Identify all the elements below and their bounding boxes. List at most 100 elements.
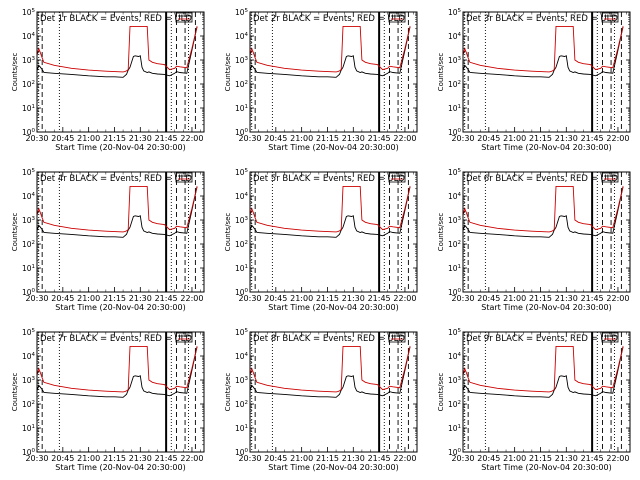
y-tick-label: 105 bbox=[22, 328, 36, 337]
panel-6: Det 6r BLACK = Events, RED = ULD 100 101 10… bbox=[437, 168, 631, 312]
x-tick-label: 21:15 bbox=[103, 134, 126, 143]
y-tick-label: 102 bbox=[448, 240, 461, 249]
y-axis-label: Counts/sec bbox=[437, 53, 445, 92]
y-tick-label: 102 bbox=[235, 80, 248, 89]
legend-box bbox=[388, 12, 406, 23]
x-axis-label: Start Time (20-Nov-04 20:30:00) bbox=[55, 143, 185, 152]
y-tick-label: 104 bbox=[235, 352, 249, 361]
series-line bbox=[250, 26, 411, 78]
legend-box bbox=[388, 172, 406, 183]
series-line bbox=[250, 25, 411, 73]
x-tick-label: 20:30 bbox=[25, 134, 48, 143]
plot-frame bbox=[462, 11, 631, 133]
x-tick-label: 20:45 bbox=[264, 454, 287, 463]
series-line bbox=[37, 186, 198, 238]
y-tick-label: 103 bbox=[235, 56, 249, 65]
y-tick-label: 105 bbox=[22, 8, 36, 17]
x-tick-label: 20:30 bbox=[451, 454, 474, 463]
plot-frame bbox=[249, 331, 418, 453]
y-tick-label: 104 bbox=[235, 192, 249, 201]
series-line bbox=[250, 346, 411, 398]
x-tick-label: 20:30 bbox=[238, 294, 261, 303]
x-tick-label: 20:30 bbox=[25, 454, 48, 463]
y-tick-label: 103 bbox=[235, 216, 249, 225]
plot-frame bbox=[462, 171, 631, 293]
x-tick-label: 21:15 bbox=[103, 294, 126, 303]
series-line bbox=[37, 25, 198, 73]
y-tick-label: 102 bbox=[235, 240, 248, 249]
x-tick-label: 20:45 bbox=[264, 134, 287, 143]
y-tick-label: 101 bbox=[235, 264, 248, 273]
legend-box bbox=[175, 12, 193, 23]
y-tick-label: 102 bbox=[22, 400, 35, 409]
y-tick-label: 102 bbox=[448, 80, 461, 89]
legend-box bbox=[175, 172, 193, 183]
x-tick-label: 21:45 bbox=[368, 294, 391, 303]
x-tick-label: 22:00 bbox=[393, 134, 416, 143]
x-tick-label: 21:00 bbox=[503, 294, 526, 303]
panel-8: Det 8r BLACK = Events, RED = ULD 100 101 10… bbox=[224, 328, 418, 472]
x-tick-label: 21:30 bbox=[129, 454, 152, 463]
legend-box bbox=[601, 12, 619, 23]
y-tick-label: 102 bbox=[235, 400, 248, 409]
series-line bbox=[37, 346, 198, 398]
panel-title: Det 9r BLACK = Events, RED = ULD bbox=[466, 334, 618, 344]
y-axis-label: Counts/sec bbox=[437, 373, 445, 412]
x-tick-label: 20:30 bbox=[238, 134, 261, 143]
panel-title: Det 1r BLACK = Events, RED = ULD bbox=[40, 14, 192, 24]
x-tick-label: 20:45 bbox=[51, 294, 74, 303]
plot-frame bbox=[36, 11, 205, 133]
y-tick-label: 100 bbox=[448, 128, 462, 137]
y-tick-label: 100 bbox=[235, 288, 249, 297]
y-tick-label: 103 bbox=[448, 376, 462, 385]
y-tick-label: 104 bbox=[448, 192, 462, 201]
y-tick-label: 100 bbox=[22, 448, 36, 457]
y-axis-label: Counts/sec bbox=[437, 213, 445, 252]
x-tick-label: 21:45 bbox=[581, 454, 604, 463]
plot-frame bbox=[249, 171, 418, 293]
y-tick-label: 104 bbox=[22, 352, 36, 361]
x-tick-label: 20:45 bbox=[477, 134, 500, 143]
panel-3: Det 3r BLACK = Events, RED = ULD 100 101 10… bbox=[437, 8, 631, 152]
x-tick-label: 22:00 bbox=[606, 454, 629, 463]
x-tick-label: 20:30 bbox=[451, 134, 474, 143]
y-tick-label: 102 bbox=[22, 80, 35, 89]
y-tick-label: 100 bbox=[448, 288, 462, 297]
x-tick-label: 21:45 bbox=[581, 294, 604, 303]
x-axis-label: Start Time (20-Nov-04 20:30:00) bbox=[481, 143, 611, 152]
x-tick-label: 21:15 bbox=[316, 294, 339, 303]
y-tick-label: 105 bbox=[22, 168, 36, 177]
y-tick-label: 102 bbox=[22, 240, 35, 249]
x-tick-label: 21:15 bbox=[316, 454, 339, 463]
plot-frame bbox=[249, 11, 418, 133]
x-tick-label: 21:15 bbox=[529, 454, 552, 463]
x-tick-label: 21:00 bbox=[77, 454, 100, 463]
series-line bbox=[250, 345, 411, 393]
panel-2: Det 2r BLACK = Events, RED = ULD 100 101 10… bbox=[224, 8, 418, 152]
y-tick-label: 100 bbox=[235, 448, 249, 457]
x-tick-label: 21:15 bbox=[103, 454, 126, 463]
y-tick-label: 101 bbox=[235, 424, 248, 433]
x-tick-label: 21:15 bbox=[316, 134, 339, 143]
y-tick-label: 101 bbox=[22, 264, 35, 273]
y-axis-label: Counts/sec bbox=[224, 373, 232, 412]
x-tick-label: 20:45 bbox=[51, 134, 74, 143]
y-tick-label: 103 bbox=[22, 216, 36, 225]
plot-frame bbox=[36, 171, 205, 293]
panel-4: Det 4r BLACK = Events, RED = ULD 100 101 10… bbox=[11, 168, 205, 312]
x-tick-label: 21:15 bbox=[529, 134, 552, 143]
x-tick-label: 22:00 bbox=[393, 454, 416, 463]
plot-frame bbox=[36, 331, 205, 453]
y-tick-label: 103 bbox=[22, 376, 36, 385]
y-tick-label: 101 bbox=[22, 104, 35, 113]
series-line bbox=[463, 26, 624, 78]
y-tick-label: 105 bbox=[235, 8, 249, 17]
series-line bbox=[463, 345, 624, 393]
x-tick-label: 21:45 bbox=[155, 134, 178, 143]
y-tick-label: 100 bbox=[448, 448, 462, 457]
x-tick-label: 22:00 bbox=[606, 294, 629, 303]
x-tick-label: 21:30 bbox=[342, 134, 365, 143]
x-tick-label: 22:00 bbox=[393, 294, 416, 303]
x-tick-label: 22:00 bbox=[180, 134, 203, 143]
